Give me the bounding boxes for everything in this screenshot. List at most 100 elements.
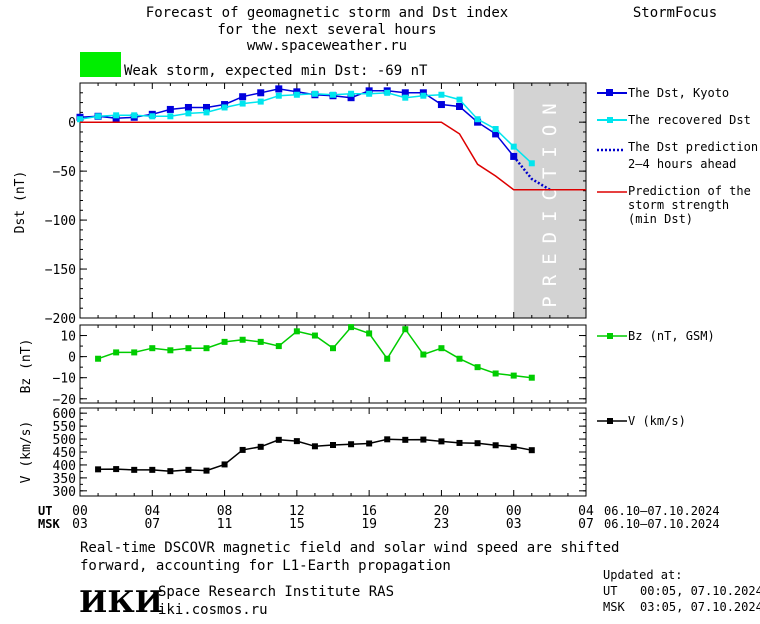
bz-ytick-label: 10 bbox=[60, 330, 76, 345]
dst-ytick-label: −150 bbox=[45, 263, 76, 278]
v-frame bbox=[79, 407, 587, 497]
the-dst-kyoto-point bbox=[239, 93, 247, 101]
v-km-s-point bbox=[275, 436, 282, 443]
bz-nt-gsm-point bbox=[366, 330, 373, 337]
msk-tick-label: 07 bbox=[144, 517, 160, 532]
bz-nt-gsm-point bbox=[95, 355, 102, 362]
bz-ytick-label: −20 bbox=[53, 393, 76, 408]
ut-tick-label: 00 bbox=[506, 504, 522, 519]
bz-axis-label: Bz (nT) bbox=[19, 339, 34, 394]
bz-nt-gsm-point bbox=[510, 372, 517, 379]
legend-dst-prediction-label2: 2–4 hours ahead bbox=[628, 157, 736, 171]
ut-tick-label: 08 bbox=[217, 504, 233, 519]
v-km-s-point bbox=[203, 467, 210, 474]
chart-title-line2: for the next several hours bbox=[217, 22, 436, 38]
legend-dst-kyoto: The Dst, Kyoto bbox=[597, 86, 729, 100]
ut-tick-label: 00 bbox=[72, 504, 88, 519]
the-recovered-dst-point bbox=[330, 91, 336, 98]
ut-tick-label: 20 bbox=[434, 504, 450, 519]
ut-tick-label: 16 bbox=[361, 504, 377, 519]
bz-ytick-label: −10 bbox=[53, 372, 76, 387]
storm-level-swatch bbox=[80, 52, 121, 77]
v-ytick-label: 500 bbox=[53, 433, 76, 448]
v-ytick-label: 300 bbox=[53, 485, 76, 500]
updated-ut-label: UT bbox=[603, 584, 617, 598]
bz-nt-gsm-point bbox=[456, 355, 463, 362]
v-km-s-point bbox=[113, 466, 120, 473]
the-recovered-dst-point bbox=[275, 92, 282, 99]
v-km-s-point bbox=[438, 438, 445, 445]
prediction-band bbox=[513, 83, 586, 318]
chart-title-line1: Forecast of geomagnetic storm and Dst in… bbox=[146, 5, 508, 21]
dst-ytick-label: −100 bbox=[45, 214, 76, 229]
legend-v: V (km/s) bbox=[597, 414, 686, 428]
v-km-s-point bbox=[149, 466, 156, 473]
the-recovered-dst-point bbox=[402, 94, 409, 101]
the-dst-kyoto-point bbox=[203, 103, 210, 111]
the-recovered-dst-point bbox=[185, 110, 192, 117]
bz-nt-gsm-point bbox=[275, 343, 282, 350]
the-dst-kyoto-point bbox=[492, 130, 500, 138]
msk-tick-label: 03 bbox=[72, 517, 88, 532]
bz-nt-gsm-point bbox=[311, 332, 318, 339]
v-km-s-point bbox=[348, 441, 355, 448]
the-dst-kyoto-point bbox=[275, 85, 283, 93]
bz-nt-gsm-point bbox=[185, 345, 192, 352]
v-km-s-point bbox=[402, 436, 409, 443]
bz-nt-gsm-point bbox=[257, 338, 264, 345]
updated-msk-value: 03:05, 07.10.2024 bbox=[640, 600, 760, 614]
bz-nt-gsm-point bbox=[402, 326, 409, 333]
bz-ytick-label: 0 bbox=[68, 351, 76, 366]
legend-storm-strength-label3: (min Dst) bbox=[628, 212, 693, 226]
the-recovered-dst-point bbox=[95, 113, 102, 120]
the-dst-kyoto-point bbox=[456, 103, 463, 110]
the-recovered-dst-point bbox=[203, 109, 210, 116]
bz-nt-gsm-point bbox=[438, 345, 445, 352]
bz-nt-gsm-point bbox=[492, 370, 499, 377]
bz-frame bbox=[79, 324, 587, 404]
the-dst-prediction-2-4-hours-ahead-line bbox=[512, 155, 551, 191]
v-axis-label: V (km/s) bbox=[19, 421, 34, 484]
v-km-s-point bbox=[185, 466, 192, 473]
the-recovered-dst-point bbox=[113, 112, 120, 119]
bz-nt-gsm-point bbox=[384, 355, 391, 362]
bz-nt-gsm-point bbox=[203, 345, 210, 352]
v-km-s-point bbox=[510, 443, 517, 450]
the-recovered-dst-point bbox=[492, 126, 499, 133]
legend-dst-prediction: The Dst prediction 2–4 hours ahead bbox=[597, 140, 758, 171]
institute-url[interactable]: iki.cosmos.ru bbox=[158, 602, 268, 618]
msk-tick-label: 03 bbox=[506, 517, 522, 532]
the-dst-kyoto-point bbox=[401, 89, 409, 97]
bz-nt-gsm-point bbox=[293, 328, 300, 335]
bz-nt-gsm-point bbox=[474, 364, 481, 371]
the-recovered-dst-point bbox=[384, 89, 391, 96]
v-km-s-point bbox=[239, 446, 246, 453]
legend-bz: Bz (nT, GSM) bbox=[597, 329, 715, 343]
bz-nt-gsm-point bbox=[528, 374, 535, 381]
dst-ytick-label: 0 bbox=[68, 116, 76, 131]
website-link[interactable]: www.spaceweather.ru bbox=[247, 38, 407, 54]
the-dst-kyoto-point bbox=[347, 94, 355, 102]
legend-v-label: V (km/s) bbox=[628, 414, 686, 428]
brand-name: StormFocus bbox=[633, 5, 717, 21]
legend-dst-kyoto-label: The Dst, Kyoto bbox=[628, 86, 729, 100]
the-recovered-dst-point bbox=[221, 104, 228, 111]
the-recovered-dst-point bbox=[311, 90, 318, 97]
footer-note-line1: Real-time DSCOVR magnetic field and sola… bbox=[80, 540, 619, 556]
legend-storm-strength: Prediction of the storm strength (min Ds… bbox=[597, 184, 751, 226]
ut-date-range: 06.10–07.10.2024 bbox=[604, 504, 720, 518]
the-recovered-dst-point bbox=[293, 91, 300, 98]
legend-dst-prediction-label1: The Dst prediction bbox=[628, 140, 758, 154]
v-km-s-point bbox=[293, 438, 300, 445]
the-recovered-dst-point bbox=[257, 98, 264, 105]
bz-nt-gsm-point bbox=[131, 349, 138, 356]
ut-tick-label: 04 bbox=[144, 504, 160, 519]
bz-nt-gsm-point bbox=[330, 345, 336, 352]
the-recovered-dst-point bbox=[131, 112, 138, 119]
v-km-s-point bbox=[167, 468, 174, 475]
the-dst-kyoto-point bbox=[166, 105, 174, 113]
ut-axis-label: UT bbox=[38, 504, 52, 518]
the-recovered-dst-point bbox=[149, 113, 156, 120]
the-recovered-dst-point bbox=[366, 90, 373, 97]
dst-ytick-label: −200 bbox=[45, 312, 76, 327]
